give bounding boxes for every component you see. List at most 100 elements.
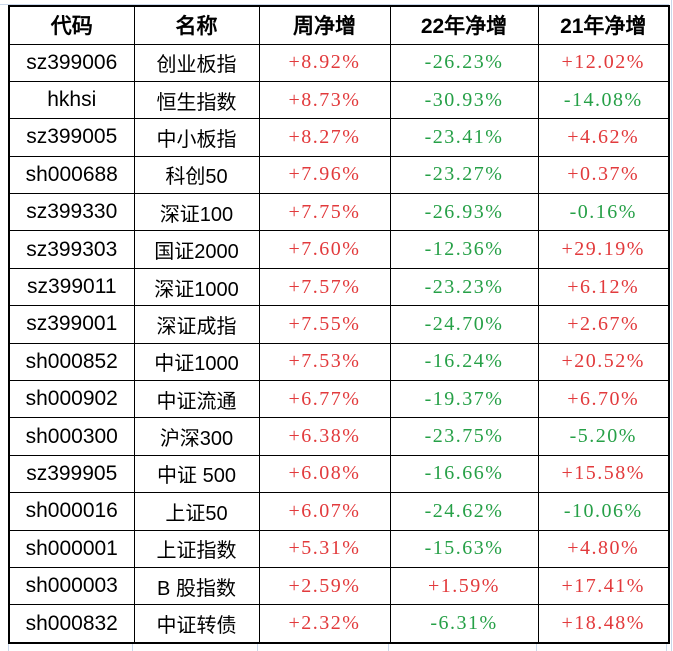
week-change-cell[interactable]: +6.77% bbox=[258, 380, 391, 419]
y2021-change-cell[interactable]: +4.80% bbox=[537, 529, 670, 568]
table-row: sh000688 科创50 +7.96% -23.27% +0.37% bbox=[8, 155, 670, 195]
name-cell[interactable]: 沪深300 bbox=[133, 417, 260, 456]
name-cell[interactable]: 上证指数 bbox=[133, 529, 260, 568]
name-cell[interactable]: 深证1000 bbox=[133, 267, 260, 307]
y2021-change-cell[interactable]: -14.08% bbox=[537, 80, 670, 120]
name-cell[interactable]: 中小板指 bbox=[133, 118, 260, 157]
y2022-change-cell[interactable]: -23.41% bbox=[389, 118, 539, 157]
name-cell[interactable]: 中证1000 bbox=[133, 342, 260, 382]
table-row: sz399001 深证成指 +7.55% -24.70% +2.67% bbox=[8, 305, 670, 344]
week-change-cell[interactable]: +7.53% bbox=[258, 342, 391, 382]
table-row: sh000001 上证指数 +5.31% -15.63% +4.80% bbox=[8, 529, 670, 568]
y2022-change-cell[interactable]: -19.37% bbox=[389, 380, 539, 419]
column-header[interactable]: 代码 bbox=[8, 5, 135, 45]
name-cell[interactable]: B 股指数 bbox=[133, 566, 260, 606]
name-cell[interactable]: 创业板指 bbox=[133, 43, 260, 82]
y2021-change-cell[interactable]: +29.19% bbox=[537, 230, 670, 269]
code-cell[interactable]: sz399001 bbox=[8, 305, 135, 344]
y2022-change-cell[interactable]: +1.59% bbox=[389, 566, 539, 606]
y2021-change-cell[interactable]: +4.62% bbox=[537, 118, 670, 157]
code-cell[interactable]: sz399011 bbox=[8, 267, 135, 307]
y2021-change-cell[interactable]: +6.70% bbox=[537, 380, 670, 419]
name-cell[interactable]: 国证2000 bbox=[133, 230, 260, 269]
code-cell[interactable]: sh000688 bbox=[8, 155, 135, 195]
name-cell[interactable]: 科创50 bbox=[133, 155, 260, 195]
name-cell[interactable]: 上证50 bbox=[133, 492, 260, 531]
y2021-change-cell[interactable]: +15.58% bbox=[537, 454, 670, 494]
name-cell[interactable]: 中证流通 bbox=[133, 380, 260, 419]
header-row: 代码 名称 周净增 22年净增 21年净增 bbox=[8, 5, 670, 45]
code-cell[interactable]: sh000902 bbox=[8, 380, 135, 419]
code-cell[interactable]: sh000300 bbox=[8, 417, 135, 456]
table-row: hkhsi 恒生指数 +8.73% -30.93% -14.08% bbox=[8, 80, 670, 120]
y2022-change-cell[interactable]: -26.23% bbox=[389, 43, 539, 82]
table-row: sz399005 中小板指 +8.27% -23.41% +4.62% bbox=[8, 118, 670, 157]
week-change-cell[interactable]: +6.08% bbox=[258, 454, 391, 494]
code-cell[interactable]: hkhsi bbox=[8, 80, 135, 120]
table-body: sz399006 创业板指 +8.92% -26.23% +12.02% hkhsi 恒生指… bbox=[8, 43, 670, 644]
y2021-change-cell[interactable]: +20.52% bbox=[537, 342, 670, 382]
y2022-change-cell[interactable]: -23.23% bbox=[389, 267, 539, 307]
y2021-change-cell[interactable]: +12.02% bbox=[537, 43, 670, 82]
week-change-cell[interactable]: +7.55% bbox=[258, 305, 391, 344]
name-cell[interactable]: 深证成指 bbox=[133, 305, 260, 344]
column-header[interactable]: 周净增 bbox=[258, 5, 391, 45]
table-row: sh000003 B 股指数 +2.59% +1.59% +17.41% bbox=[8, 566, 670, 606]
week-change-cell[interactable]: +6.07% bbox=[258, 492, 391, 531]
y2022-change-cell[interactable]: -15.63% bbox=[389, 529, 539, 568]
column-header[interactable]: 22年净增 bbox=[389, 5, 539, 45]
table-row: sz399006 创业板指 +8.92% -26.23% +12.02% bbox=[8, 43, 670, 82]
y2022-change-cell[interactable]: -24.62% bbox=[389, 492, 539, 531]
week-change-cell[interactable]: +7.57% bbox=[258, 267, 391, 307]
code-cell[interactable]: sh000001 bbox=[8, 529, 135, 568]
code-cell[interactable]: sh000852 bbox=[8, 342, 135, 382]
y2021-change-cell[interactable]: -10.06% bbox=[537, 492, 670, 531]
gridline-stub bbox=[536, 644, 537, 651]
y2022-change-cell[interactable]: -23.75% bbox=[389, 417, 539, 456]
week-change-cell[interactable]: +8.92% bbox=[258, 43, 391, 82]
table-row: sh000016 上证50 +6.07% -24.62% -10.06% bbox=[8, 492, 670, 531]
code-cell[interactable]: sz399303 bbox=[8, 230, 135, 269]
y2021-change-cell[interactable]: -5.20% bbox=[537, 417, 670, 456]
y2022-change-cell[interactable]: -30.93% bbox=[389, 80, 539, 120]
gridline-stub bbox=[8, 644, 9, 651]
week-change-cell[interactable]: +7.96% bbox=[258, 155, 391, 195]
y2021-change-cell[interactable]: +2.67% bbox=[537, 305, 670, 344]
code-cell[interactable]: sz399006 bbox=[8, 43, 135, 82]
y2022-change-cell[interactable]: -6.31% bbox=[389, 604, 539, 644]
y2022-change-cell[interactable]: -16.24% bbox=[389, 342, 539, 382]
week-change-cell[interactable]: +8.27% bbox=[258, 118, 391, 157]
week-change-cell[interactable]: +2.59% bbox=[258, 566, 391, 606]
y2022-change-cell[interactable]: -16.66% bbox=[389, 454, 539, 494]
table-row: sh000300 沪深300 +6.38% -23.75% -5.20% bbox=[8, 417, 670, 456]
code-cell[interactable]: sh000832 bbox=[8, 604, 135, 644]
code-cell[interactable]: sh000016 bbox=[8, 492, 135, 531]
name-cell[interactable]: 中证转债 bbox=[133, 604, 260, 644]
column-header[interactable]: 21年净增 bbox=[537, 5, 670, 45]
y2022-change-cell[interactable]: -12.36% bbox=[389, 230, 539, 269]
y2021-change-cell[interactable]: +17.41% bbox=[537, 566, 670, 606]
y2021-change-cell[interactable]: +6.12% bbox=[537, 267, 670, 307]
gridline-stub bbox=[666, 644, 667, 651]
code-cell[interactable]: sz399905 bbox=[8, 454, 135, 494]
code-cell[interactable]: sz399330 bbox=[8, 193, 135, 232]
name-cell[interactable]: 中证 500 bbox=[133, 454, 260, 494]
week-change-cell[interactable]: +7.75% bbox=[258, 193, 391, 232]
y2021-change-cell[interactable]: +18.48% bbox=[537, 604, 670, 644]
name-cell[interactable]: 恒生指数 bbox=[133, 80, 260, 120]
gridline-stub bbox=[388, 644, 389, 651]
week-change-cell[interactable]: +8.73% bbox=[258, 80, 391, 120]
y2021-change-cell[interactable]: -0.16% bbox=[537, 193, 670, 232]
name-cell[interactable]: 深证100 bbox=[133, 193, 260, 232]
code-cell[interactable]: sz399005 bbox=[8, 118, 135, 157]
column-header[interactable]: 名称 bbox=[133, 5, 260, 45]
week-change-cell[interactable]: +7.60% bbox=[258, 230, 391, 269]
week-change-cell[interactable]: +5.31% bbox=[258, 529, 391, 568]
week-change-cell[interactable]: +6.38% bbox=[258, 417, 391, 456]
code-cell[interactable]: sh000003 bbox=[8, 566, 135, 606]
week-change-cell[interactable]: +2.32% bbox=[258, 604, 391, 644]
y2021-change-cell[interactable]: +0.37% bbox=[537, 155, 670, 195]
y2022-change-cell[interactable]: -26.93% bbox=[389, 193, 539, 232]
y2022-change-cell[interactable]: -24.70% bbox=[389, 305, 539, 344]
y2022-change-cell[interactable]: -23.27% bbox=[389, 155, 539, 195]
